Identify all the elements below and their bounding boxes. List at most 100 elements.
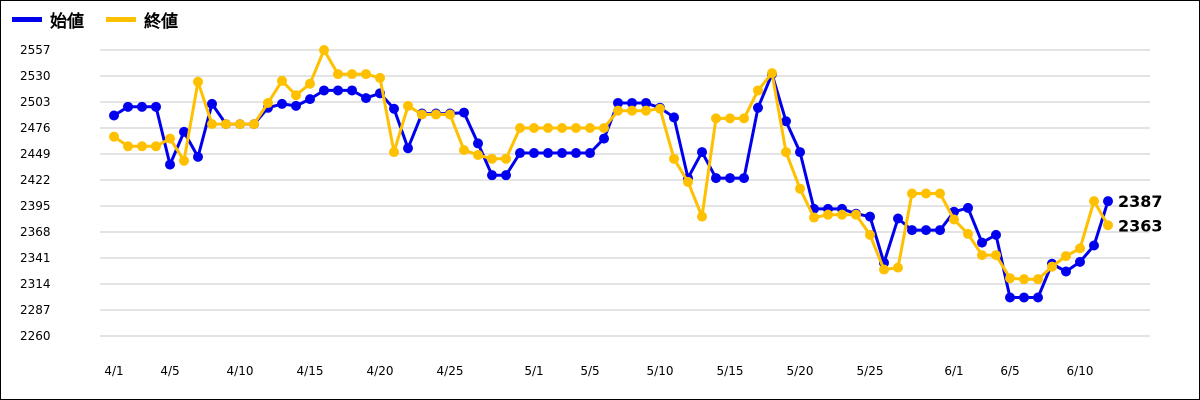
series-0-point-21 bbox=[403, 143, 413, 154]
y-tick-label-2: 2503 bbox=[20, 95, 51, 109]
series-0-point-69 bbox=[1075, 256, 1085, 267]
y-tick-label-11: 2260 bbox=[20, 329, 51, 343]
series-0-point-28 bbox=[501, 170, 511, 181]
series-1-point-1 bbox=[123, 141, 133, 152]
series-1-point-68 bbox=[1061, 251, 1071, 262]
series-0-point-62 bbox=[977, 237, 987, 248]
series-0-point-13 bbox=[291, 100, 301, 111]
series-1-point-26 bbox=[473, 149, 483, 160]
legend-item-close: 終値 bbox=[106, 7, 178, 32]
series-0-point-1 bbox=[123, 101, 133, 112]
series-1-point-57 bbox=[907, 188, 917, 199]
series-1-point-22 bbox=[417, 109, 427, 120]
series-1-point-35 bbox=[599, 123, 609, 133]
series-1-point-54 bbox=[865, 229, 875, 240]
x-tick-label-7: 5/5 bbox=[580, 364, 599, 378]
series-1-point-6 bbox=[193, 76, 203, 87]
series-0-point-56 bbox=[893, 213, 903, 224]
series-0-point-34 bbox=[585, 148, 595, 159]
series-1-point-41 bbox=[683, 176, 693, 187]
series-1-point-53 bbox=[851, 209, 861, 220]
series-0-point-26 bbox=[473, 138, 483, 149]
y-tick-label-7: 2368 bbox=[20, 225, 51, 239]
y-tick-label-1: 2530 bbox=[20, 69, 51, 83]
series-1-point-25 bbox=[459, 145, 469, 156]
series-1-point-65 bbox=[1019, 274, 1029, 285]
series-1-point-0 bbox=[109, 131, 119, 142]
series-0-point-4 bbox=[165, 159, 175, 170]
series-0-point-45 bbox=[739, 173, 749, 184]
series-0-point-38 bbox=[641, 97, 651, 108]
series-1-point-19 bbox=[375, 72, 385, 83]
series-1-point-28 bbox=[501, 153, 511, 164]
x-tick-label-11: 5/25 bbox=[857, 364, 884, 378]
series-1-point-55 bbox=[879, 264, 889, 275]
x-tick-label-5: 4/25 bbox=[437, 364, 464, 378]
series-0-point-33 bbox=[571, 148, 581, 159]
series-0-point-0 bbox=[109, 110, 119, 121]
series-1-point-51 bbox=[823, 209, 833, 220]
series-1-point-43 bbox=[711, 113, 721, 124]
series-0-point-20 bbox=[389, 103, 399, 114]
series-0-point-66 bbox=[1033, 292, 1043, 303]
series-1-point-10 bbox=[249, 119, 259, 130]
series-1-point-16 bbox=[333, 69, 343, 80]
series-1-point-11 bbox=[263, 97, 273, 108]
y-tick-label-6: 2395 bbox=[20, 199, 51, 213]
series-1-point-48 bbox=[781, 147, 791, 158]
series-1-point-63 bbox=[991, 250, 1001, 261]
series-1-point-17 bbox=[347, 69, 357, 80]
series-0-point-30 bbox=[529, 148, 539, 159]
series-0-point-29 bbox=[515, 148, 525, 159]
series-1-point-61 bbox=[963, 228, 973, 239]
series-1-point-50 bbox=[809, 212, 819, 223]
series-0-point-49 bbox=[795, 147, 805, 158]
series-1-point-71 bbox=[1103, 220, 1113, 231]
series-0-point-7 bbox=[207, 98, 217, 109]
chart-legend: 始値 終値 bbox=[12, 6, 200, 32]
series-0-point-40 bbox=[669, 112, 679, 123]
series-0-point-25 bbox=[459, 107, 469, 118]
x-tick-label-0: 4/1 bbox=[104, 364, 123, 378]
series-1-point-39 bbox=[655, 103, 665, 114]
series-0-point-36 bbox=[613, 97, 623, 108]
series-1-point-62 bbox=[977, 250, 987, 261]
legend-label-open: 始値 bbox=[50, 11, 84, 32]
series-1-point-13 bbox=[291, 90, 301, 101]
series-0-point-71 bbox=[1103, 196, 1113, 207]
series-1-point-52 bbox=[837, 209, 847, 220]
series-0-point-57 bbox=[907, 225, 917, 236]
series-0-point-3 bbox=[151, 101, 161, 112]
series-1-point-69 bbox=[1075, 243, 1085, 254]
y-tick-label-10: 2287 bbox=[20, 303, 51, 317]
series-1-point-31 bbox=[543, 123, 553, 133]
series-1-point-8 bbox=[221, 119, 231, 130]
x-tick-label-3: 4/15 bbox=[297, 364, 324, 378]
legend-label-close: 終値 bbox=[144, 11, 178, 32]
series-1-point-47 bbox=[767, 68, 777, 79]
series-1-point-30 bbox=[529, 123, 539, 133]
series-1-point-5 bbox=[179, 155, 189, 166]
series-0-point-6 bbox=[193, 151, 203, 162]
series-1-point-29 bbox=[515, 123, 525, 133]
series-1-point-24 bbox=[445, 109, 455, 120]
y-tick-label-5: 2422 bbox=[20, 173, 51, 187]
series-0-point-16 bbox=[333, 85, 343, 96]
end-label-1: 2363 bbox=[1118, 216, 1163, 235]
series-0-point-2 bbox=[137, 101, 147, 112]
y-tick-label-3: 2476 bbox=[20, 121, 51, 135]
series-1-point-70 bbox=[1089, 196, 1099, 207]
series-0-point-42 bbox=[697, 147, 707, 158]
x-tick-label-2: 4/10 bbox=[227, 364, 254, 378]
series-1-point-3 bbox=[151, 141, 161, 152]
x-tick-label-13: 6/5 bbox=[1000, 364, 1019, 378]
series-0-point-15 bbox=[319, 85, 329, 96]
series-1-point-7 bbox=[207, 119, 217, 130]
series-0-point-61 bbox=[963, 202, 973, 213]
series-0-point-59 bbox=[935, 225, 945, 236]
legend-swatch-close bbox=[106, 16, 136, 22]
series-1-point-44 bbox=[725, 113, 735, 124]
series-1-point-67 bbox=[1047, 261, 1057, 272]
x-tick-label-12: 6/1 bbox=[944, 364, 963, 378]
